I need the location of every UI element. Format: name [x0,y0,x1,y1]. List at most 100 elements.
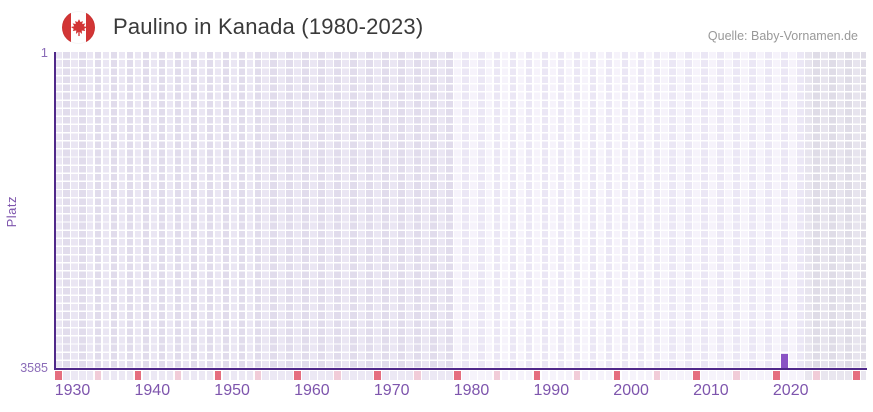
grid-column-1997 [589,52,597,368]
grid-column-1975 [414,52,421,368]
axis-tick-cell-2010 [693,371,700,380]
grid-column-1949 [206,52,214,368]
axis-tick-cell-2020 [773,371,780,380]
axis-tick-cell-1972 [390,371,397,380]
grid-column-1992 [549,52,557,368]
grid-column-1973 [398,52,405,368]
bar-2021[interactable] [781,354,788,368]
grid-column-1986 [501,52,509,368]
axis-tick-cell-2015 [733,371,740,380]
grid-column-1980 [454,52,461,368]
grid-column-2009 [685,52,692,368]
axis-tick-cell-1981 [461,371,469,380]
axis-tick-cell-2014 [725,371,732,380]
axis-tick-cell-1938 [118,371,126,380]
axis-tick-cell-2011 [701,371,708,380]
grid-column-2000 [613,52,621,368]
grid-column-2020 [773,52,780,368]
grid-column-1976 [422,52,429,368]
axis-tick-cell-1980 [454,371,461,380]
grid-column-1953 [238,52,246,368]
axis-tick-cell-1973 [398,371,405,380]
axis-tick-cell-1935 [94,371,102,380]
x-tick-label-2020: 2020 [772,382,809,399]
axis-tick-cell-1969 [366,371,373,380]
grid-column-2010 [693,52,700,368]
axis-tick-cell-1943 [158,371,166,380]
grid-column-2004 [645,52,653,368]
grid-column-1981 [461,52,469,368]
axis-tick-cell-1936 [102,371,110,380]
grid-column-1938 [118,52,126,368]
grid-column-2026 [821,52,828,368]
axis-tick-cell-1951 [222,371,230,380]
axis-tick-cell-1979 [446,371,453,380]
grid-column-1978 [438,52,445,368]
axis-tick-cell-2001 [621,371,629,380]
grid-column-1983 [477,52,485,368]
grid-column-1944 [166,52,174,368]
axis-tick-cell-2000 [613,371,621,380]
axis-tick-cell-1961 [302,371,309,380]
axis-tick-cell-1999 [605,371,613,380]
grid-column-1964 [326,52,333,368]
axis-tick-cell-1990 [533,371,541,380]
axis-tick-cell-2007 [669,371,677,380]
axis-tick-cell-1958 [278,371,286,380]
axis-tick-cell-1974 [406,371,413,380]
grid-column-1984 [485,52,493,368]
axis-tick-cell-1992 [549,371,557,380]
grid-column-1942 [150,52,158,368]
grid-column-2015 [733,52,740,368]
grid-column-2012 [709,52,716,368]
axis-tick-cell-1989 [525,371,533,380]
grid-column-1961 [302,52,309,368]
grid-column-2027 [829,52,836,368]
axis-tick-cell-1934 [86,371,94,380]
grid-column-2016 [741,52,748,368]
canada-flag-icon [62,11,95,44]
axis-tick-cell-1955 [254,371,262,380]
axis-tick-cell-1968 [358,371,365,380]
x-axis-line [54,368,867,370]
axis-tick-cell-2012 [709,371,716,380]
axis-tick-cell-1965 [334,371,341,380]
axis-tick-cell-1986 [501,371,509,380]
grid-column-1988 [517,52,525,368]
grid-column-1954 [246,52,254,368]
axis-tick-cell-1931 [62,371,70,380]
grid-column-2029 [845,52,852,368]
axis-tick-cell-2005 [653,371,661,380]
grid-column-1994 [565,52,573,368]
axis-tick-cell-1941 [142,371,150,380]
axis-tick-cell-1997 [589,371,597,380]
axis-tick-cell-2022 [789,371,796,380]
axis-tick-cell-1952 [230,371,238,380]
grid-column-1999 [605,52,613,368]
axis-tick-cell-1995 [573,371,581,380]
axis-tick-cell-1946 [182,371,190,380]
grid-column-1934 [86,52,94,368]
x-tick-label-1990: 1990 [533,382,570,399]
y-axis-line [54,52,56,370]
axis-tick-cell-1947 [190,371,198,380]
axis-tick-cell-2025 [813,371,820,380]
grid-column-1952 [230,52,238,368]
grid-column-1932 [70,52,78,368]
axis-tick-cell-1964 [326,371,333,380]
axis-tick-cell-1940 [134,371,142,380]
grid-column-1930 [55,52,62,368]
axis-tick-cell-2029 [845,371,852,380]
axis-tick-cell-1962 [310,371,317,380]
grid-column-1962 [310,52,317,368]
grid-column-1968 [358,52,365,368]
grid-column-2006 [661,52,669,368]
grid-column-1991 [541,52,549,368]
grid-column-1990 [533,52,541,368]
grid-column-2001 [621,52,629,368]
axis-tick-cell-1939 [126,371,134,380]
x-tick-label-1950: 1950 [214,382,250,399]
axis-tick-cell-2021 [781,371,788,380]
grid-column-1950 [214,52,222,368]
